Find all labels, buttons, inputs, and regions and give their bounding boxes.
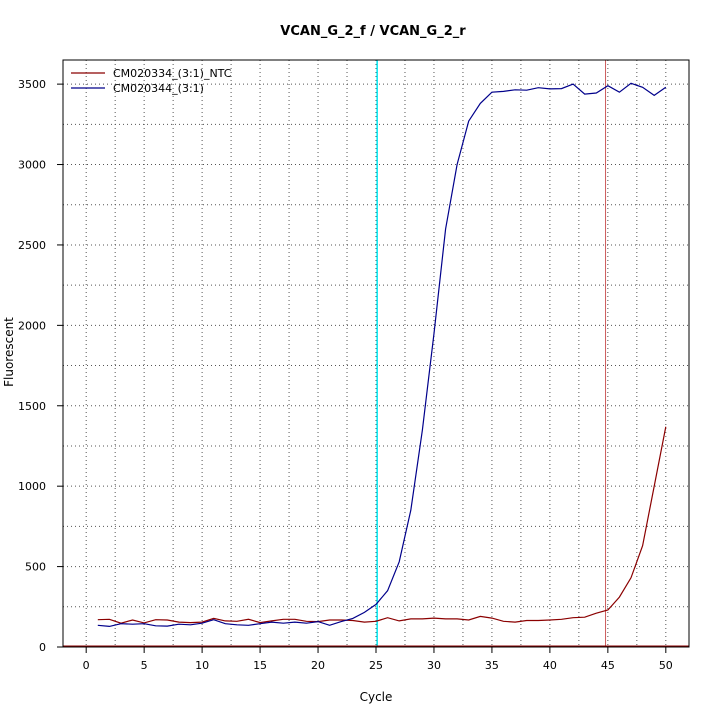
- x-tick-label: 50: [659, 659, 673, 672]
- series-line-1: [97, 426, 667, 624]
- x-axis-label: Cycle: [360, 690, 393, 704]
- y-tick-label: 2000: [18, 319, 46, 332]
- y-tick-label: 2500: [18, 239, 46, 252]
- x-axis: 0 5 10 15 20 25 30 35 40 45 50: [83, 647, 673, 672]
- y-tick-label: 3500: [18, 78, 46, 91]
- x-tick-label: 25: [369, 659, 383, 672]
- x-tick-label: 30: [427, 659, 441, 672]
- series-group: [63, 82, 689, 647]
- legend-label-1: CM020334_(3:1)_NTC: [113, 67, 232, 80]
- x-tick-label: 45: [601, 659, 615, 672]
- legend: CM020334_(3:1)_NTC CM020344_(3:1): [71, 67, 232, 95]
- y-tick-label: 1500: [18, 400, 46, 413]
- threshold-lines: [376, 60, 607, 647]
- x-tick-label: 15: [253, 659, 267, 672]
- x-tick-label: 20: [311, 659, 325, 672]
- legend-label-2: CM020344_(3:1): [113, 82, 204, 95]
- y-tick-label: 3000: [18, 159, 46, 172]
- y-axis-label: Fluorescent: [2, 317, 16, 387]
- x-tick-label: 40: [543, 659, 557, 672]
- y-tick-label: 0: [39, 641, 46, 654]
- y-axis: 0 500 1000 1500 2000 2500 3000 3500: [18, 78, 63, 654]
- chart-title: VCAN_G_2_f / VCAN_G_2_r: [280, 24, 466, 39]
- y-tick-label: 1000: [18, 480, 46, 493]
- x-tick-label: 5: [141, 659, 148, 672]
- grid: [63, 60, 689, 648]
- x-tick-label: 10: [195, 659, 209, 672]
- x-tick-label: 0: [83, 659, 90, 672]
- y-tick-label: 500: [25, 561, 46, 574]
- x-tick-label: 35: [485, 659, 499, 672]
- series-line-2: [97, 82, 667, 628]
